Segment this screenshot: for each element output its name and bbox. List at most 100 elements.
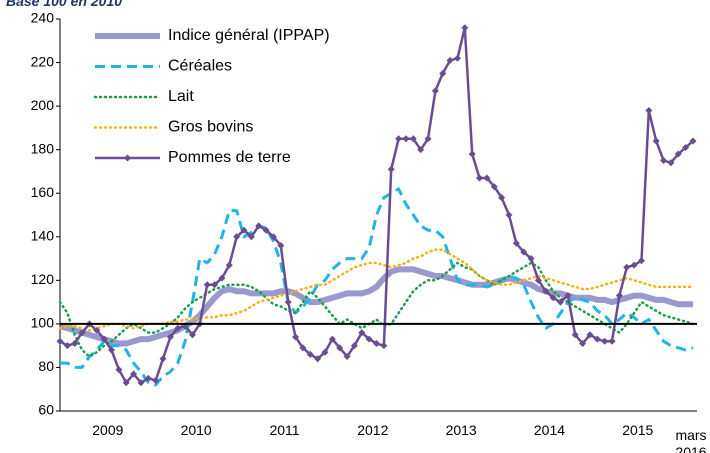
chart-title: Base 100 en 2010 bbox=[6, 0, 122, 9]
point-marker bbox=[439, 69, 447, 77]
point-marker bbox=[137, 379, 145, 387]
point-marker bbox=[630, 261, 638, 269]
point-marker bbox=[299, 344, 307, 352]
y-tick-label: 120 bbox=[31, 271, 55, 287]
point-marker bbox=[424, 135, 432, 143]
point-marker bbox=[350, 342, 358, 350]
x-tick-label: 2013 bbox=[446, 422, 477, 438]
point-marker bbox=[483, 174, 491, 182]
point-marker bbox=[505, 211, 513, 219]
x-tick-label: 2012 bbox=[357, 422, 388, 438]
point-marker bbox=[108, 346, 116, 354]
series-line bbox=[58, 261, 695, 358]
point-marker bbox=[395, 135, 403, 143]
x-tick-label: 2010 bbox=[181, 422, 212, 438]
point-marker bbox=[365, 335, 373, 343]
point-marker bbox=[564, 292, 572, 300]
point-marker bbox=[100, 335, 108, 343]
point-marker bbox=[689, 137, 697, 145]
point-marker bbox=[71, 339, 79, 347]
point-marker bbox=[203, 281, 211, 289]
point-marker bbox=[63, 342, 71, 350]
x-tick-label: 2015 bbox=[622, 422, 653, 438]
point-marker bbox=[571, 331, 579, 339]
point-marker bbox=[557, 298, 565, 306]
point-marker bbox=[490, 183, 498, 191]
y-tick-label: 220 bbox=[31, 53, 55, 69]
point-marker bbox=[431, 87, 439, 95]
point-marker bbox=[615, 292, 623, 300]
point-marker bbox=[306, 350, 314, 358]
point-marker bbox=[358, 329, 366, 337]
y-tick-label: 100 bbox=[31, 315, 55, 331]
point-marker bbox=[247, 233, 255, 241]
point-marker bbox=[225, 261, 233, 269]
point-marker bbox=[218, 274, 226, 282]
point-marker bbox=[93, 326, 101, 334]
point-marker bbox=[56, 337, 64, 345]
point-marker bbox=[284, 298, 292, 306]
point-marker bbox=[468, 150, 476, 158]
point-marker bbox=[667, 159, 675, 167]
x-tick-label: 2009 bbox=[92, 422, 123, 438]
point-marker bbox=[328, 335, 336, 343]
point-marker bbox=[292, 333, 300, 341]
point-marker bbox=[498, 194, 506, 202]
point-marker bbox=[255, 222, 263, 230]
y-tick-label: 160 bbox=[31, 184, 55, 200]
point-marker bbox=[593, 335, 601, 343]
legend-label: Gros bovins bbox=[168, 119, 253, 136]
point-marker bbox=[373, 339, 380, 347]
point-marker bbox=[233, 233, 241, 241]
point-marker bbox=[461, 24, 469, 32]
y-tick-label: 240 bbox=[31, 10, 55, 26]
point-marker bbox=[115, 366, 123, 374]
legend-label: Indice général (IPPAP) bbox=[168, 27, 330, 44]
point-marker bbox=[174, 324, 182, 332]
point-marker bbox=[262, 226, 270, 234]
point-marker bbox=[601, 337, 609, 345]
legend-marker bbox=[124, 154, 131, 162]
point-marker bbox=[652, 137, 660, 145]
point-marker bbox=[387, 165, 395, 173]
point-marker bbox=[166, 333, 174, 341]
point-marker bbox=[122, 379, 130, 387]
point-marker bbox=[321, 348, 329, 356]
point-marker bbox=[211, 281, 219, 289]
point-marker bbox=[159, 355, 167, 363]
point-marker bbox=[542, 287, 550, 295]
y-tick-label: 140 bbox=[31, 227, 55, 243]
point-marker bbox=[660, 157, 668, 165]
y-tick-label: 60 bbox=[38, 402, 54, 418]
series-line bbox=[59, 26, 694, 384]
point-marker bbox=[512, 239, 520, 247]
point-marker bbox=[240, 226, 248, 234]
point-marker bbox=[549, 294, 557, 302]
legend-label: Lait bbox=[168, 88, 194, 105]
legend-label: Céréales bbox=[168, 58, 232, 75]
point-marker bbox=[402, 135, 410, 143]
x-tick-label: 2011 bbox=[269, 422, 299, 438]
point-marker bbox=[277, 241, 285, 249]
point-marker bbox=[78, 329, 86, 337]
point-marker bbox=[637, 257, 645, 265]
point-marker bbox=[144, 374, 152, 382]
point-marker bbox=[314, 355, 322, 363]
point-marker bbox=[534, 276, 542, 284]
point-marker bbox=[623, 263, 631, 271]
point-marker bbox=[417, 146, 425, 154]
point-marker bbox=[674, 150, 682, 158]
point-marker bbox=[446, 56, 454, 64]
series-line bbox=[58, 248, 695, 332]
point-marker bbox=[188, 331, 196, 339]
point-marker bbox=[152, 377, 160, 385]
point-marker bbox=[586, 331, 594, 339]
point-marker bbox=[579, 339, 587, 347]
y-tick-label: 180 bbox=[31, 140, 55, 156]
point-marker bbox=[476, 174, 484, 182]
point-marker bbox=[269, 233, 277, 241]
point-marker bbox=[645, 106, 653, 114]
x-tick-label: mars 2016 bbox=[675, 427, 707, 453]
